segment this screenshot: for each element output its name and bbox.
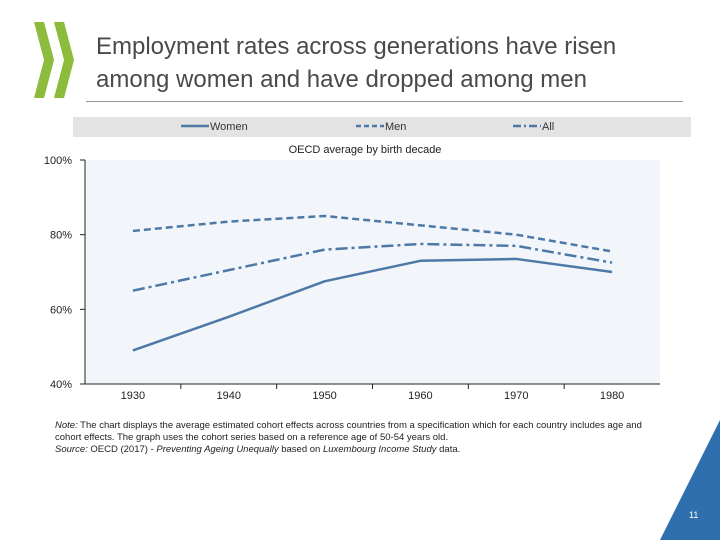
legend-swatch-men bbox=[356, 124, 384, 128]
oecd-logo-icon bbox=[34, 22, 74, 98]
source-end: data. bbox=[436, 444, 461, 455]
legend-label-men: Men bbox=[385, 121, 407, 133]
source-line: Source: OECD (2017) - Preventing Ageing … bbox=[55, 444, 665, 456]
x-tick-label: 1940 bbox=[217, 390, 241, 400]
source-title: Preventing Ageing Unequally bbox=[156, 444, 279, 455]
y-tick-label: 40% bbox=[50, 379, 72, 391]
legend-swatch-women bbox=[181, 124, 209, 128]
source-mid: based on bbox=[278, 444, 323, 455]
note-text: The chart displays the average estimated… bbox=[55, 420, 642, 443]
note-label: Note: bbox=[55, 420, 78, 431]
source-label: Source: bbox=[55, 444, 88, 455]
y-tick-label: 100% bbox=[44, 155, 72, 167]
legend-swatch-all bbox=[513, 124, 541, 128]
slide-title-line-2: among women and have dropped among men bbox=[96, 66, 587, 93]
line-chart: 40% 60% 80% 100% 1930 1940 1950 1960 1970 1980 bbox=[44, 155, 660, 400]
series-line-men bbox=[132, 214, 613, 253]
y-tick-label: 60% bbox=[50, 304, 72, 316]
x-tick-label: 1950 bbox=[312, 390, 336, 400]
legend-label-all: All bbox=[542, 121, 555, 133]
x-tick-label: 1980 bbox=[600, 390, 624, 400]
chart-title: OECD average by birth decade bbox=[288, 144, 442, 156]
x-tick-label: 1930 bbox=[121, 390, 145, 400]
slide-title: Employment rates across generations have… bbox=[96, 30, 696, 96]
chart-legend: Women Men All bbox=[73, 117, 691, 137]
x-tick-label: 1970 bbox=[504, 390, 528, 400]
page-number: 11 bbox=[689, 510, 699, 520]
chart-note: Note: The chart displays the average est… bbox=[55, 420, 665, 456]
note-line: Note: The chart displays the average est… bbox=[55, 420, 665, 444]
y-tick-label: 80% bbox=[50, 230, 72, 242]
corner-decoration bbox=[660, 420, 720, 540]
legend-label-women: Women bbox=[210, 121, 248, 133]
source-prefix: OECD (2017) - bbox=[87, 444, 157, 455]
source-title-2: Luxembourg Income Study bbox=[322, 444, 437, 455]
slide-title-line-1: Employment rates across generations have… bbox=[96, 33, 617, 60]
series-line-women bbox=[132, 257, 613, 352]
title-divider bbox=[86, 101, 683, 102]
x-tick-label: 1960 bbox=[408, 390, 432, 400]
